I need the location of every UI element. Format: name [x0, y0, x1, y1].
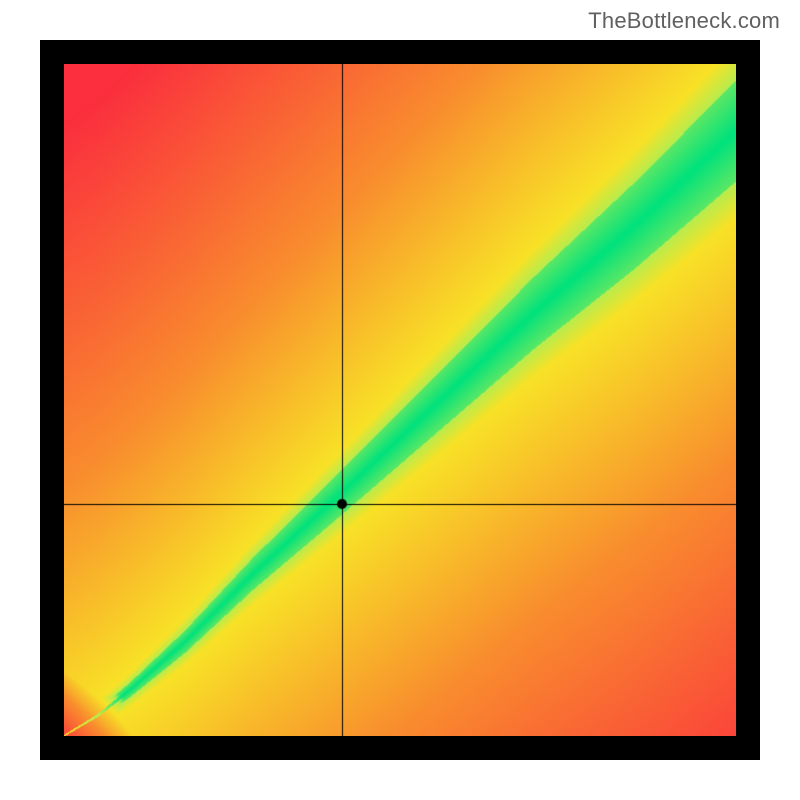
bottleneck-heatmap	[64, 64, 736, 736]
watermark-text: TheBottleneck.com	[588, 8, 780, 34]
plot-frame	[40, 40, 760, 760]
chart-container: TheBottleneck.com	[0, 0, 800, 800]
